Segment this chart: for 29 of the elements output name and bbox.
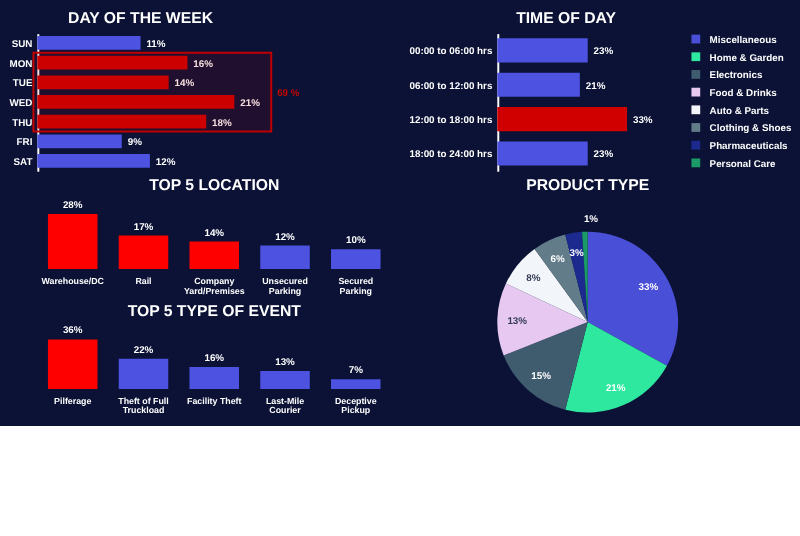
bar <box>47 339 98 389</box>
chart-title: TOP 5 TYPE OF EVENT <box>127 301 302 320</box>
bar <box>118 358 169 389</box>
bar <box>118 235 169 270</box>
chart-title: DAY OF THE WEEK <box>68 9 214 28</box>
bar <box>37 95 235 109</box>
bar <box>331 379 381 389</box>
pie-slice <box>503 322 588 410</box>
pie-slice <box>582 231 588 323</box>
chart-title: TOP 5 LOCATION <box>149 176 280 195</box>
bar <box>331 249 381 270</box>
bar <box>37 55 188 70</box>
pie-slice <box>505 248 588 323</box>
bar <box>37 114 207 129</box>
bar <box>260 245 310 270</box>
pie-slice <box>565 322 667 413</box>
bar <box>37 154 150 168</box>
bar <box>189 241 240 270</box>
bar <box>189 366 240 389</box>
pie-slice <box>497 283 588 356</box>
bar <box>47 213 98 270</box>
bar <box>37 134 122 149</box>
bar <box>260 371 310 389</box>
chart-title: TIME OF DAY <box>516 9 618 28</box>
text: PRODUCT TYPE <box>526 176 650 195</box>
bar <box>37 75 169 90</box>
pie-slice <box>565 231 588 323</box>
bar <box>37 36 141 50</box>
pie-slice <box>587 231 679 366</box>
